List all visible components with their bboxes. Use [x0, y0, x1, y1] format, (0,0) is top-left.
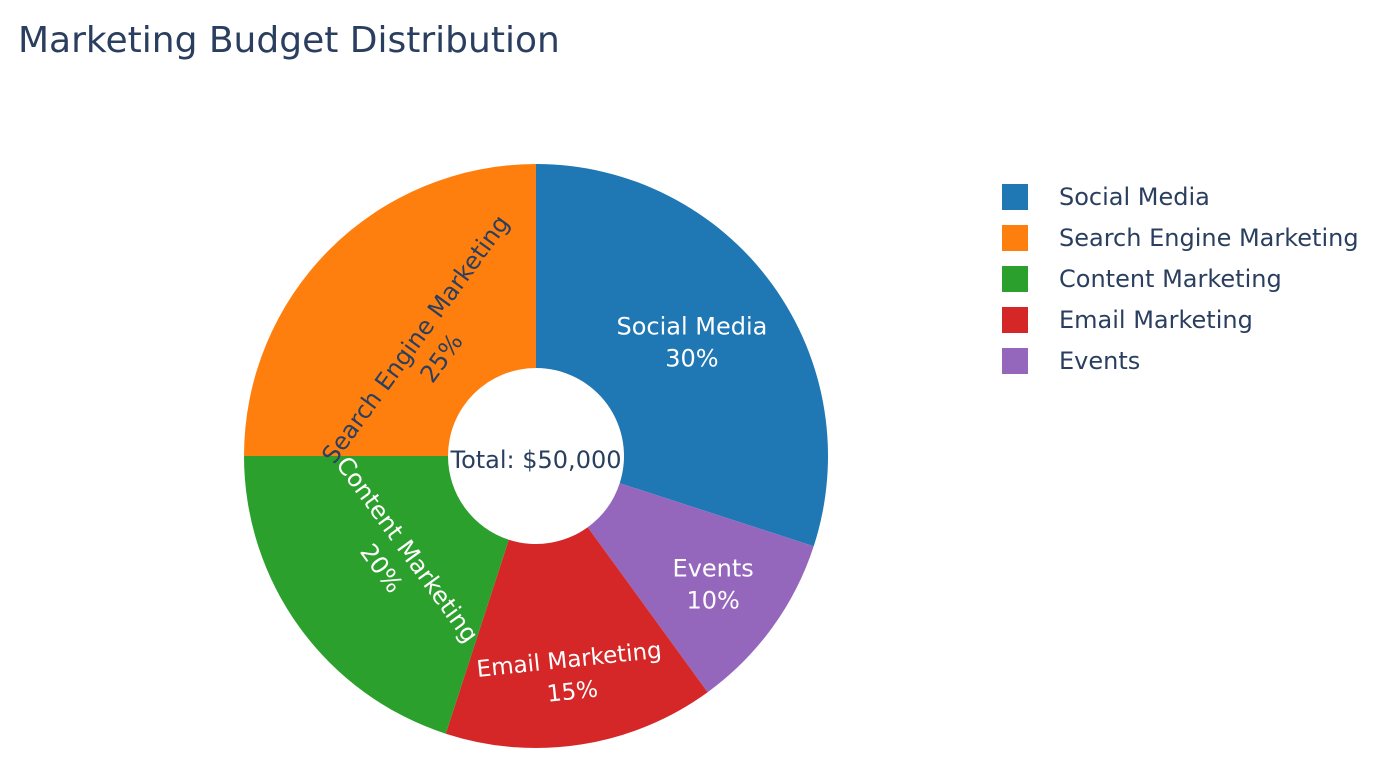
slice-label-events: Events 10%: [673, 555, 754, 615]
legend-label: Email Marketing: [1059, 305, 1253, 334]
pie-slice-email-marketing[interactable]: [445, 527, 708, 748]
legend: Social Media Search Engine Marketing Conte…: [1002, 176, 1359, 381]
slice-label-name: Events: [673, 555, 754, 583]
slice-label-percent: 10%: [687, 587, 740, 615]
legend-swatch: [1002, 224, 1028, 251]
legend-swatch: [1002, 265, 1028, 292]
center-total-label: Total: $50,000: [449, 446, 621, 474]
slice-label-name: Social Media: [616, 313, 767, 341]
legend-label: Search Engine Marketing: [1059, 223, 1359, 252]
legend-item-content-marketing[interactable]: Content Marketing: [1002, 258, 1359, 299]
slice-label-percent: 30%: [665, 345, 718, 373]
legend-item-social-media[interactable]: Social Media: [1002, 176, 1359, 217]
pie-slice-content-marketing[interactable]: [243, 456, 509, 734]
slice-label-social-media: Social Media 30%: [616, 313, 767, 373]
pie-slice-social-media[interactable]: [536, 164, 828, 547]
slice-label-percent: 15%: [546, 676, 600, 707]
legend-swatch: [1002, 347, 1028, 374]
legend-swatch: [1002, 183, 1028, 210]
chart-title: Marketing Budget Distribution: [18, 20, 560, 61]
pie-slice-search-engine-marketing[interactable]: [244, 164, 536, 456]
legend-label: Events: [1059, 346, 1141, 375]
legend-item-events[interactable]: Events: [1002, 340, 1359, 381]
legend-label: Social Media: [1059, 182, 1210, 211]
legend-item-search-engine-marketing[interactable]: Search Engine Marketing: [1002, 217, 1359, 258]
legend-label: Content Marketing: [1059, 264, 1282, 293]
pie-slice-events[interactable]: [587, 483, 814, 693]
legend-swatch: [1002, 306, 1028, 333]
legend-item-email-marketing[interactable]: Email Marketing: [1002, 299, 1359, 340]
